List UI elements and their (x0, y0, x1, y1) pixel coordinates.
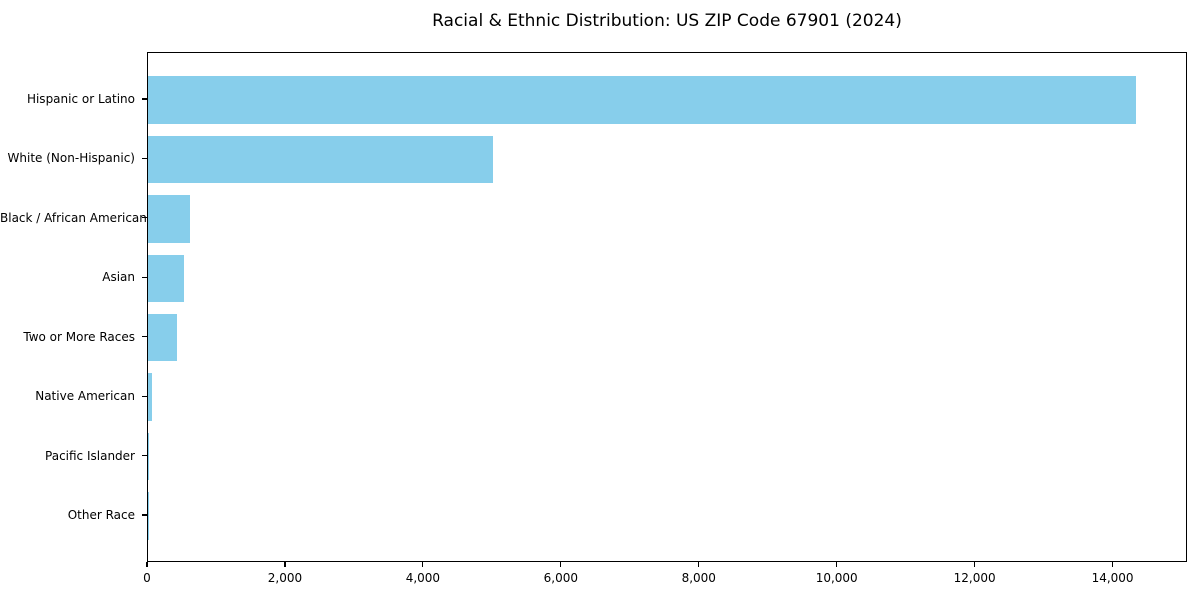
x-tick-label: 8,000 (681, 571, 716, 585)
bar-asian (148, 254, 184, 303)
y-tick-mark (142, 514, 147, 516)
x-tick-mark (146, 562, 148, 567)
x-tick-label: 12,000 (953, 571, 996, 585)
x-tick-label: 10,000 (815, 571, 858, 585)
x-tick-label: 2,000 (267, 571, 303, 585)
y-axis-label: Black / African American (0, 210, 147, 225)
y-axis-label: Native American (35, 389, 135, 404)
x-tick-label: 4,000 (405, 571, 441, 585)
x-tick-mark (1111, 562, 1114, 567)
y-tick-mark (142, 98, 147, 100)
x-tick-label: 0 (143, 571, 151, 585)
x-tick-mark (560, 562, 562, 567)
y-tick-mark (142, 336, 147, 338)
x-tick-mark (284, 562, 286, 567)
y-tick-mark (142, 276, 147, 278)
bar-hispanic-or-latino (148, 76, 1137, 124)
bar-black-african-american (148, 195, 191, 243)
plot-area (147, 52, 1187, 562)
y-axis-label: Hispanic or Latino (26, 91, 135, 106)
y-axis-label: White (Non-Hispanic) (7, 151, 135, 166)
x-tick-label: 14,000 (1091, 571, 1134, 585)
x-tick-label: 6,000 (543, 571, 578, 585)
y-axis-label: Other Race (67, 508, 135, 523)
y-tick-mark (142, 157, 147, 159)
chart-title: Racial & Ethnic Distribution: US ZIP Cod… (432, 11, 902, 31)
y-tick-mark (142, 455, 147, 457)
bar-pacific-islander (148, 432, 149, 481)
bar-native-american (148, 373, 153, 421)
y-axis-label: Asian (102, 270, 135, 285)
bar-white-non-hispanic- (148, 135, 493, 184)
y-axis-label: Pacific Islander (45, 448, 135, 463)
x-tick-mark (422, 562, 424, 567)
bar-other-race (148, 492, 149, 540)
y-tick-mark (142, 217, 147, 219)
y-axis-label: Two or More Races (23, 329, 135, 344)
x-tick-mark (698, 562, 700, 567)
bar-two-or-more-races (148, 313, 178, 362)
x-tick-mark (974, 562, 976, 567)
x-tick-mark (836, 562, 838, 567)
y-tick-mark (142, 395, 147, 397)
